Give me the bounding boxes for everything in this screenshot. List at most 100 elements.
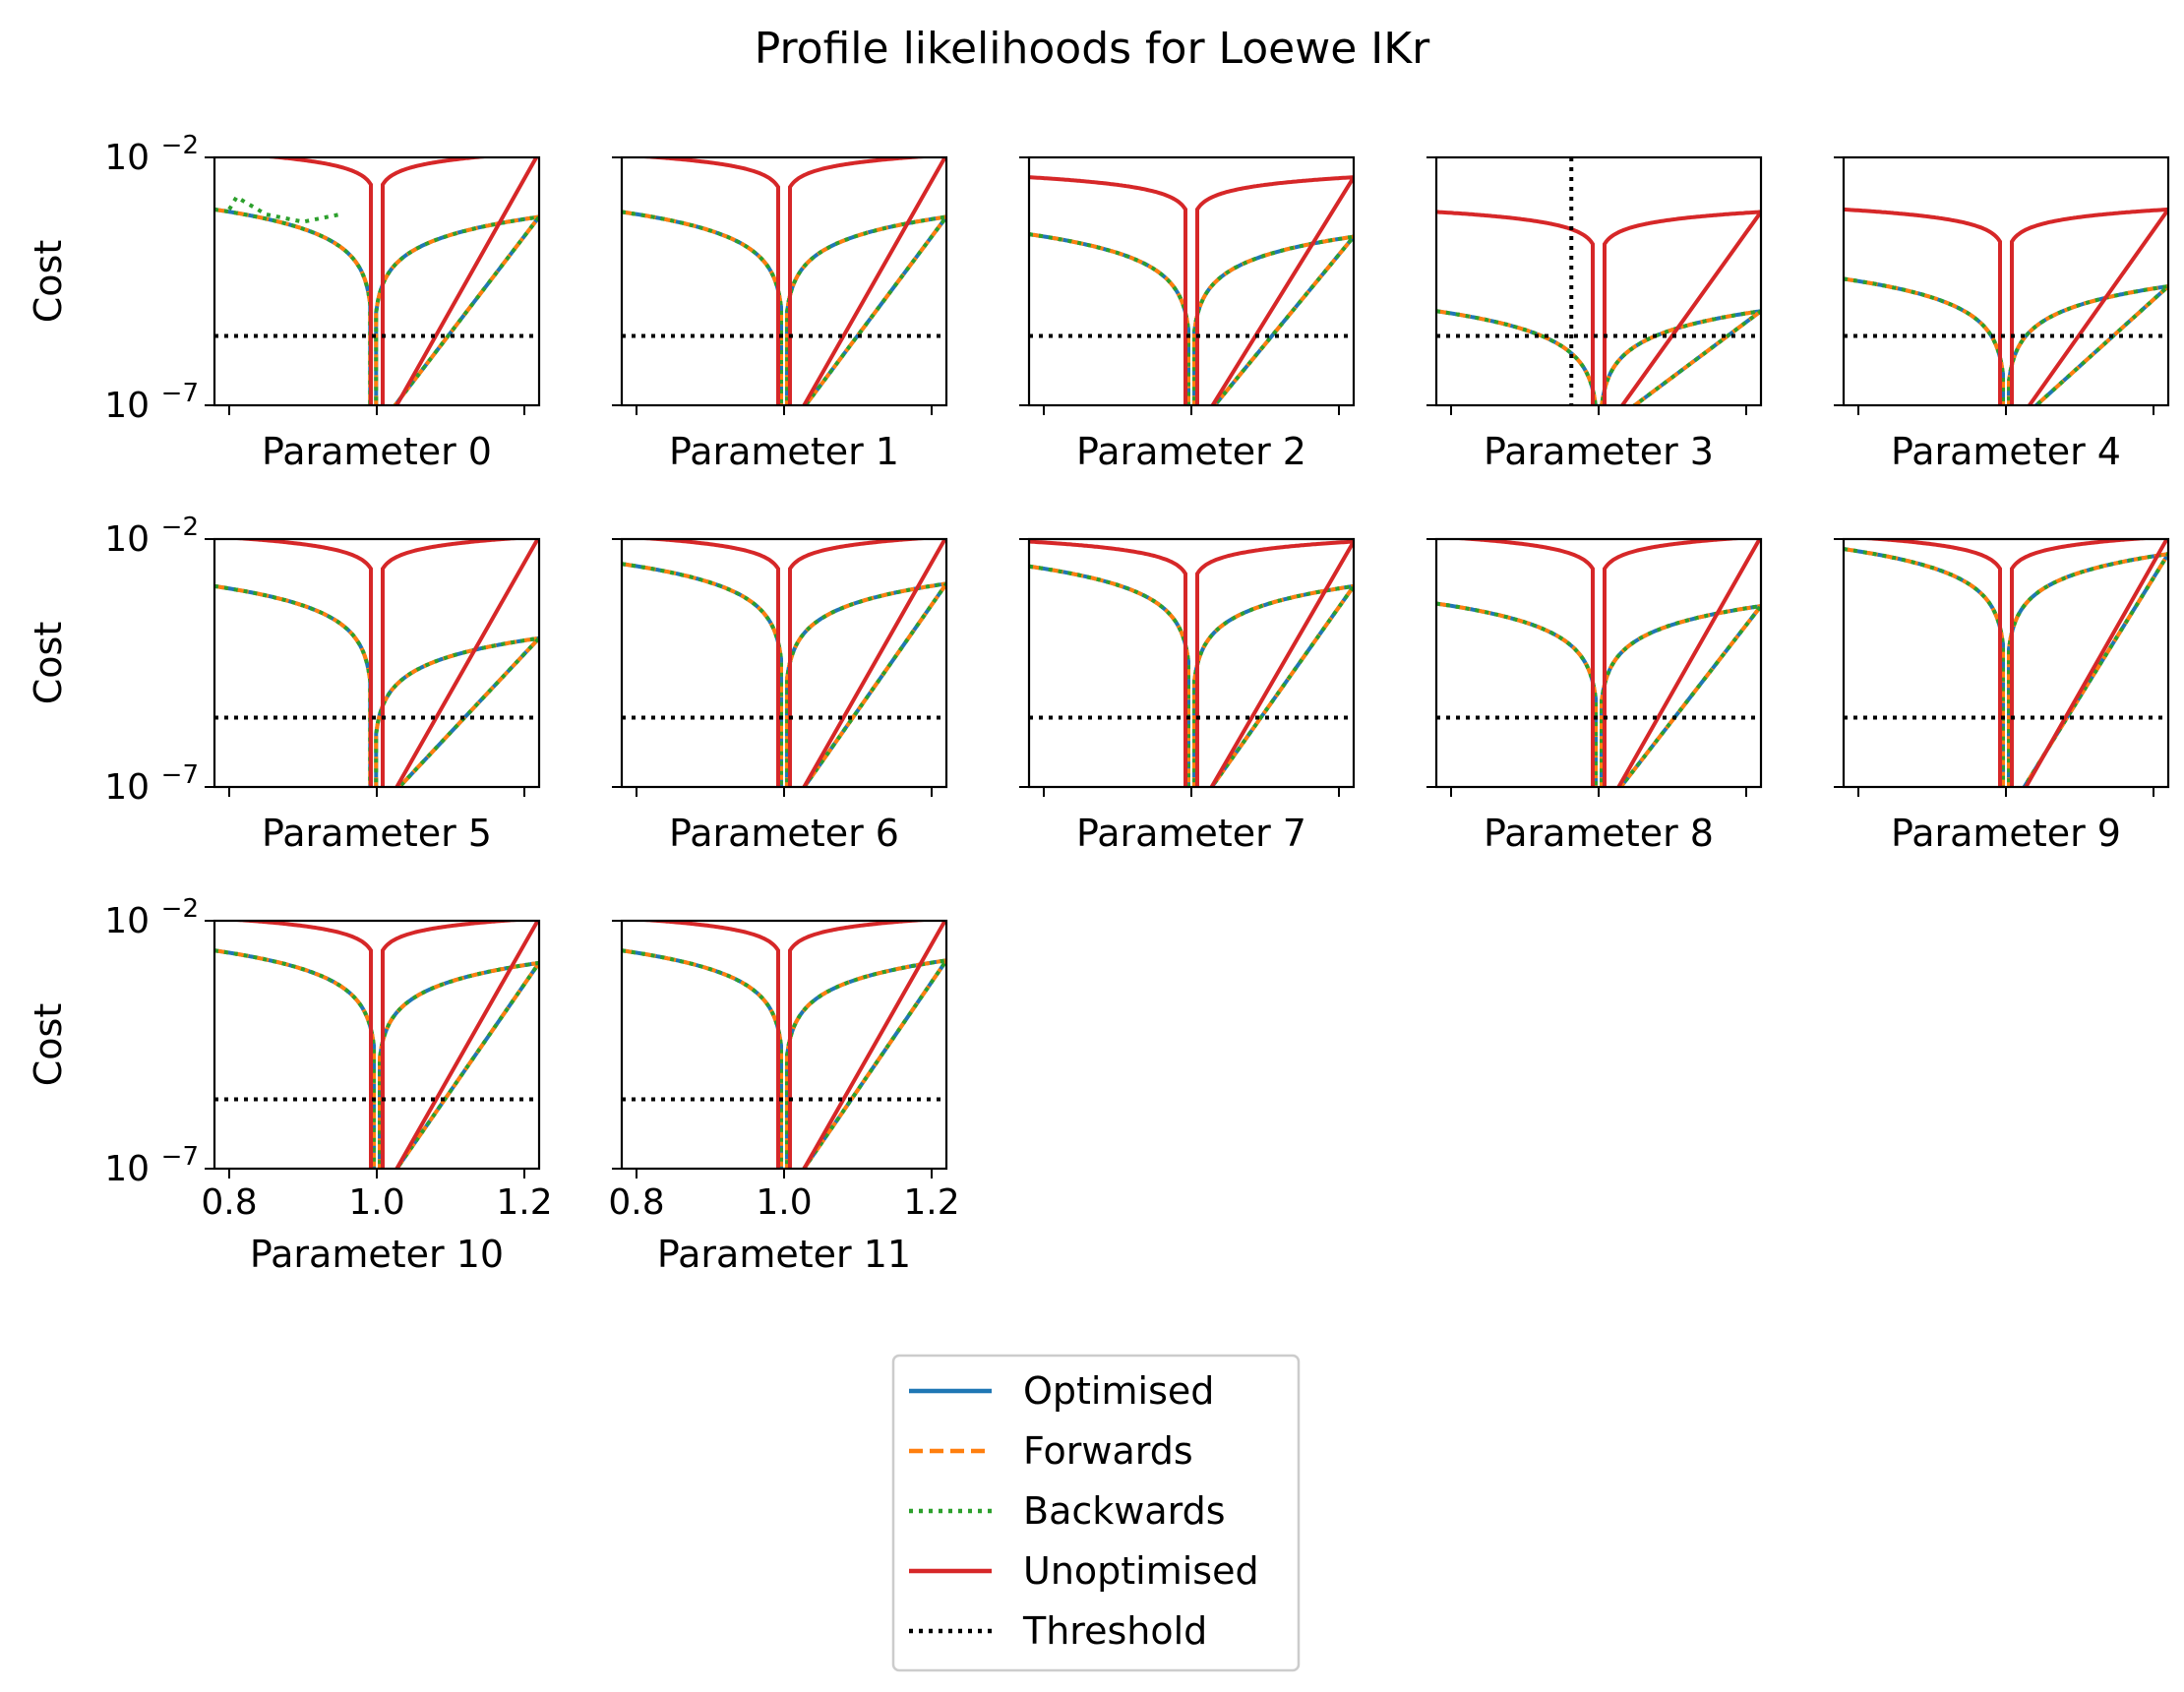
y-tick-exponent: −2 [161, 131, 199, 160]
unoptimised-line-right [1603, 210, 1761, 405]
y-tick-label: 10 [104, 138, 150, 178]
legend-label-opt: Optimised [1023, 1369, 1214, 1413]
subplot-parameter-9: Parameter 9 [1834, 537, 2170, 855]
x-axis-label: Parameter 7 [1076, 812, 1306, 855]
y-axis-label: Cost [27, 1003, 70, 1086]
subplot-parameter-10: 0.8 1.0 1.2 10 −2 10 −7 Cost Parameter 10 [27, 894, 553, 1276]
forwards-line-left [1436, 309, 1598, 405]
unoptimised-line-left [1029, 539, 1187, 787]
x-axis-label: Parameter 11 [657, 1233, 911, 1276]
y-tick-label: 10 [104, 901, 150, 941]
subplot-parameter-6: Parameter 6 [612, 537, 948, 855]
backwards-line-right [374, 214, 539, 405]
subplot-grid: 10 −2 10 −7 Cost Parameter 0 Parameter 1 Parame… [27, 131, 2170, 1276]
backwards-line-left [1436, 601, 1598, 787]
backwards-line-right [1600, 603, 1761, 787]
forwards-line-left [1844, 547, 2005, 787]
forwards-line-left [1436, 601, 1598, 787]
unoptimised-line-left [1436, 210, 1595, 405]
plot-area [1844, 539, 2168, 787]
plot-area [214, 157, 539, 405]
unoptimised-line-left [222, 539, 373, 787]
backwards-line-left [1844, 276, 2005, 405]
backwards-line-left [1029, 564, 1190, 787]
subplot-parameter-8: Parameter 8 [1426, 537, 1763, 855]
optimised-line-left [622, 948, 783, 1169]
backwards-line-left [214, 948, 376, 1169]
unoptimised-line-left [1844, 207, 2002, 405]
backwards-line-left [622, 210, 783, 405]
x-axis-label: Parameter 8 [1484, 812, 1714, 855]
legend-label-fwd: Forwards [1023, 1429, 1193, 1473]
optimised-line-left [1844, 547, 2005, 787]
unoptimised-line-left [630, 157, 780, 405]
axes-frame [1434, 537, 1763, 789]
plot-area [1436, 539, 1761, 787]
y-tick-exponent: −7 [161, 1142, 199, 1172]
y-axis-label: Cost [27, 622, 70, 704]
unoptimised-line-right [2010, 539, 2168, 787]
unoptimised-line-right [1195, 175, 1354, 405]
backwards-line-left [1029, 232, 1190, 405]
optimised-line-left [1844, 276, 2005, 405]
subplot-parameter-2: Parameter 2 [1019, 155, 1356, 473]
unoptimised-line-right [381, 921, 539, 1169]
plot-area [214, 539, 539, 787]
unoptimised-line-left [630, 539, 780, 787]
backwards-line-left [622, 948, 783, 1169]
x-axis-label: Parameter 1 [669, 430, 899, 473]
x-tick-label: 1.2 [496, 1182, 552, 1223]
unoptimised-line-left [630, 921, 780, 1169]
optimised-line-left [1029, 564, 1190, 787]
unoptimised-line-left [1851, 539, 2002, 787]
backwards-line-excursion [227, 194, 340, 224]
y-tick-exponent: −2 [161, 513, 199, 542]
unoptimised-line-right [381, 539, 539, 787]
plot-area [622, 921, 946, 1169]
subplot-parameter-11: 0.8 1.0 1.2 Parameter 11 [608, 919, 960, 1276]
optimised-line-left [214, 207, 373, 405]
legend-box [891, 1354, 1301, 1672]
axes-frame [1842, 537, 2170, 789]
forwards-line-left [622, 210, 783, 405]
x-tick-label: 1.2 [903, 1182, 959, 1223]
unoptimised-line-left [258, 157, 373, 405]
y-tick-label: 10 [104, 386, 150, 426]
unoptimised-line-right [788, 539, 946, 787]
x-axis-label: Parameter 10 [250, 1233, 504, 1276]
y-tick-label: 10 [104, 1149, 150, 1189]
optimised-line-left [214, 948, 376, 1169]
forwards-line-left [1029, 232, 1190, 405]
x-axis-label: Parameter 3 [1484, 430, 1714, 473]
plot-area [1029, 175, 1354, 405]
optimised-line-left [622, 562, 783, 787]
x-axis-label: Parameter 0 [262, 430, 492, 473]
backwards-line-right [1192, 234, 1354, 405]
backwards-line-left [1844, 547, 2005, 787]
optimised-line-left [1029, 232, 1190, 405]
backwards-line-right [785, 214, 946, 405]
axes-frame [1027, 155, 1356, 407]
plot-area [1436, 157, 1761, 405]
y-tick-label: 10 [104, 519, 150, 560]
backwards-line-right [1192, 583, 1354, 787]
x-axis-label: Parameter 2 [1076, 430, 1306, 473]
legend-label-thr: Threshold [1022, 1609, 1207, 1653]
unoptimised-line-left [222, 921, 373, 1169]
subplot-parameter-3: Parameter 3 [1426, 155, 1763, 473]
backwards-line-right [374, 635, 539, 787]
x-tick-label: 1.0 [756, 1182, 812, 1223]
x-axis-label: Parameter 5 [262, 812, 492, 855]
x-axis-label: Parameter 6 [669, 812, 899, 855]
unoptimised-line-right [381, 157, 539, 405]
legend-label-bwd: Backwards [1023, 1489, 1226, 1533]
forwards-line-left [622, 948, 783, 1169]
unoptimised-line-right [1603, 539, 1761, 787]
backwards-line-left [1436, 309, 1598, 405]
subplot-parameter-4: Parameter 4 [1834, 155, 2170, 473]
optimised-line-left [622, 210, 783, 405]
x-tick-label: 1.0 [348, 1182, 404, 1223]
forwards-line-left [214, 207, 373, 405]
backwards-line-right [2007, 283, 2168, 405]
